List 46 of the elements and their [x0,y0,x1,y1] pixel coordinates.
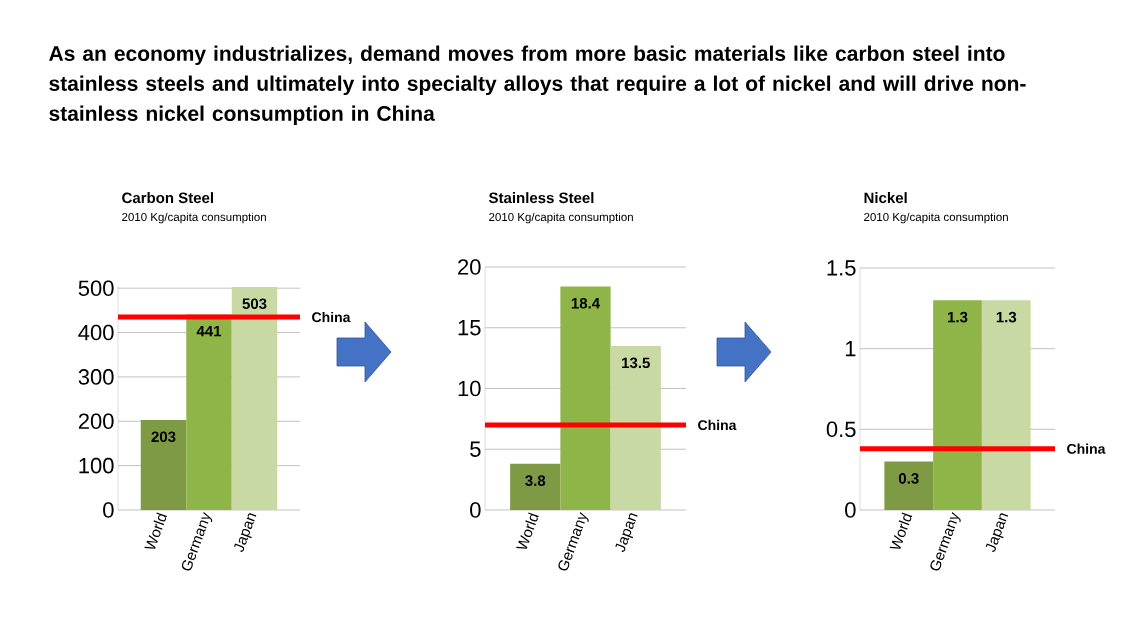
data-label: 0.3 [898,473,919,484]
data-label: 13.5 [622,357,650,369]
data-label: 1.3 [948,311,968,323]
chart-title: Stainless Steel [488,192,594,204]
data-label: 203 [151,431,176,443]
ref-line-label: China [312,311,351,323]
text: As an economy industrializes, demand moves from more basic materials like carbon steel into stainless steels and ultimately into specialty alloys that require a lot of nickel and will drive non-stainless nickel consumption in China [49,45,1026,126]
y-tick-label: 500 [78,280,114,296]
chart-subtitle: 2010 Kg/capita consumption [864,212,1008,224]
data-label: 441 [196,325,222,337]
x-tick-label: Japan [615,513,638,552]
y-tick-label: 0 [845,502,856,518]
bar [610,345,661,510]
bar [140,419,187,510]
y-tick-label: 20 [458,259,481,275]
chart-subtitle: 2010 Kg/capita consumption [122,212,266,224]
y-tick-label: 0 [103,502,114,518]
x-tick-label: World [516,512,539,549]
chart-title: Carbon Steel [122,192,213,204]
ref-line-label: China [698,419,737,431]
ref-line-label: China [1067,443,1106,454]
data-label: 3.8 [525,475,546,486]
bar [231,286,278,510]
y-tick-label: 400 [78,324,114,341]
data-label: 18.4 [571,297,601,309]
y-tick-label: 15 [458,320,481,336]
y-tick-label: 200 [78,413,114,430]
x-tick-label: World [889,512,913,549]
y-tick-label: 100 [79,457,114,474]
x-tick-label: Japan [985,513,1009,552]
data-label: 503 [242,298,267,310]
y-tick-label: 10 [458,380,481,397]
chart-subtitle: 2010 Kg/capita consumption [489,212,633,224]
x-tick-label: World [144,512,168,549]
chart-title: Nickel [864,192,907,204]
y-tick-label: 1.5 [827,260,856,276]
y-tick-label: 5 [470,441,481,457]
data-label: 1.3 [996,311,1017,323]
bar [186,314,232,510]
y-tick-label: 300 [78,369,114,385]
y-tick-label: 1 [845,341,856,357]
x-tick-label: Japan [234,513,257,552]
bar [560,286,611,510]
y-tick-label: 0 [470,502,481,518]
bar [510,463,561,510]
y-tick-label: 0.5 [826,421,856,438]
